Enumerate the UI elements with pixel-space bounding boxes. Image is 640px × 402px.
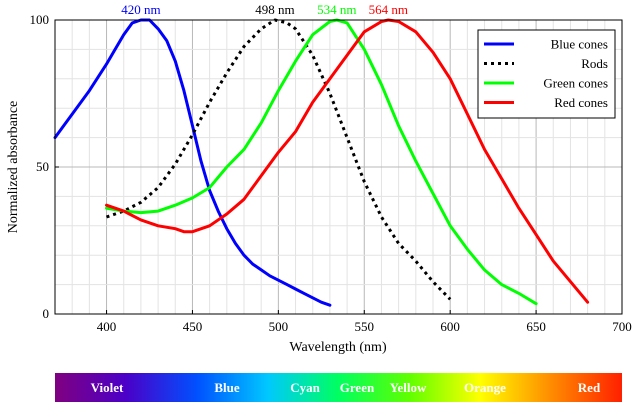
peak-label: 564 nm (369, 2, 408, 17)
legend-label: Rods (581, 56, 608, 71)
y-tick-label: 0 (43, 306, 50, 321)
series-line-rods (106, 18, 452, 301)
legend: Blue cones Rods Green cones Red cones (477, 29, 616, 119)
legend-label: Red cones (554, 95, 608, 110)
x-tick-label: 600 (440, 319, 460, 334)
spectrum-bar: Violet Blue Cyan Green Yellow Orange Red (55, 373, 622, 402)
x-tick-label: 700 (612, 319, 632, 334)
spectrum-label-blue: Blue (214, 380, 240, 395)
peak-label: 498 nm (255, 2, 294, 17)
y-axis-title: Normalized absorbance (6, 101, 21, 234)
peak-labels: 420 nm 498 nm 534 nm 564 nm (121, 2, 408, 17)
x-axis-title: Wavelength (nm) (289, 340, 387, 355)
peak-label: 420 nm (121, 2, 160, 17)
spectrum-gradient (55, 373, 622, 402)
legend-label: Green cones (543, 76, 608, 91)
series-line-green-cones (105, 18, 538, 306)
legend-label: Blue cones (551, 37, 608, 52)
spectrum-label-red: Red (578, 380, 601, 395)
x-tick-label: 400 (97, 319, 117, 334)
y-tick-label: 100 (30, 12, 50, 27)
x-tick-label: 650 (526, 319, 546, 334)
peak-label: 534 nm (317, 2, 356, 17)
x-tick-label: 550 (355, 319, 375, 334)
axis-ticks: 400 450 500 550 600 650 700 0 50 100 (30, 12, 632, 334)
x-tick-label: 500 (269, 319, 289, 334)
series-lines (53, 18, 590, 307)
y-tick-label: 50 (36, 159, 49, 174)
spectrum-label-orange: Orange (464, 380, 506, 395)
spectrum-label-green: Green (340, 380, 375, 395)
series-line-blue-cones (53, 18, 332, 307)
spectrum-label-violet: Violet (91, 380, 124, 395)
x-tick-label: 450 (183, 319, 203, 334)
spectrum-label-cyan: Cyan (290, 380, 320, 395)
spectrum-label-yellow: Yellow (390, 380, 427, 395)
series-line-red-cones (105, 18, 590, 304)
